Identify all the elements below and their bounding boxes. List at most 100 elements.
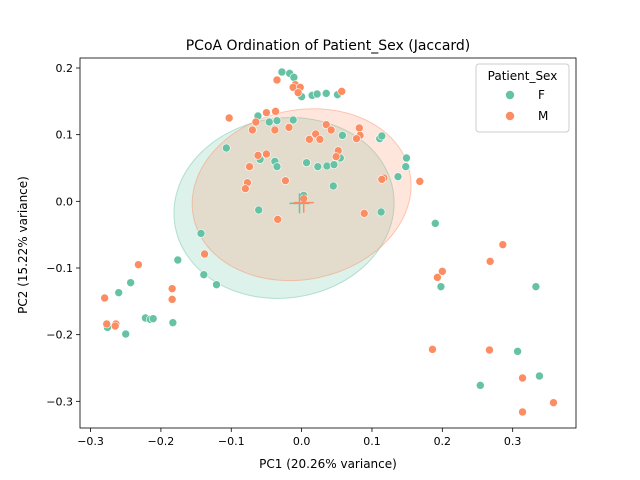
x-tick-label: 0.0 <box>293 435 311 448</box>
data-points <box>100 67 558 417</box>
point-M-23 <box>245 162 254 171</box>
point-M-20 <box>352 134 361 143</box>
y-tick-label: 0.0 <box>56 195 74 208</box>
legend-title: Patient_Sex <box>488 69 558 83</box>
centroid-markers <box>289 192 314 214</box>
point-M-5 <box>337 87 347 96</box>
x-tick-label: 0.2 <box>434 435 452 448</box>
legend-marker-F <box>505 90 515 100</box>
legend-box <box>475 63 570 133</box>
x-tick-label: −0.3 <box>77 435 104 448</box>
point-F-43 <box>148 314 158 323</box>
point-F-20 <box>302 158 311 167</box>
point-M-12 <box>248 125 257 135</box>
point-F-40 <box>531 282 541 291</box>
point-M-17 <box>305 135 314 144</box>
legend-label-M: M <box>538 109 548 123</box>
point-M-41 <box>167 284 177 293</box>
point-M-37 <box>134 260 143 269</box>
point-M-13 <box>270 125 280 135</box>
point-M-11 <box>321 120 331 129</box>
point-F-28 <box>328 181 338 191</box>
y-axis-ticks: −0.3 −0.2 −0.1 0.0 0.1 0.2 <box>46 62 80 408</box>
chart-title: PCoA Ordination of Patient_Sex (Jaccard) <box>186 38 471 54</box>
point-F-2 <box>289 73 299 82</box>
point-M-35 <box>498 240 508 249</box>
point-F-0 <box>277 67 287 77</box>
x-tick-label: −0.1 <box>218 435 245 448</box>
point-F-19 <box>272 162 282 171</box>
point-F-7 <box>321 89 331 98</box>
point-M-3 <box>293 88 303 97</box>
point-F-39 <box>436 282 446 291</box>
x-tick-label: −0.2 <box>148 435 175 448</box>
point-M-10 <box>284 123 294 132</box>
y-tick-label: −0.1 <box>46 262 73 275</box>
x-tick-label: 0.1 <box>363 435 381 448</box>
y-axis-label: PC2 (15.22% variance) <box>16 176 30 314</box>
point-M-31 <box>281 176 290 185</box>
point-M-7 <box>262 108 271 117</box>
y-tick-label: −0.2 <box>46 329 73 342</box>
point-F-23 <box>329 160 339 169</box>
point-F-10 <box>264 117 274 127</box>
point-M-4 <box>272 75 282 85</box>
point-F-44 <box>168 318 178 327</box>
point-F-26 <box>401 162 411 171</box>
point-M-39 <box>438 267 447 276</box>
plot-frame <box>79 57 577 429</box>
point-F-16 <box>377 131 387 141</box>
point-M-43 <box>100 293 109 303</box>
centroid-M <box>293 192 314 213</box>
legend-marker-M <box>505 111 515 121</box>
point-F-25 <box>402 153 411 163</box>
point-M-22 <box>262 149 271 159</box>
point-F-27 <box>393 172 403 181</box>
y-tick-label: 0.2 <box>56 62 74 75</box>
point-F-31 <box>376 207 386 217</box>
point-F-47 <box>513 347 522 356</box>
point-M-32 <box>273 215 282 224</box>
point-M-14 <box>326 125 336 135</box>
point-M-40 <box>433 273 442 282</box>
point-M-15 <box>355 123 364 133</box>
legend: Patient_Sex FM <box>475 63 570 133</box>
point-F-48 <box>535 371 544 381</box>
point-M-6 <box>224 113 234 123</box>
point-M-36 <box>485 257 495 266</box>
point-M-18 <box>315 135 325 144</box>
point-M-48 <box>485 345 494 355</box>
point-M-9 <box>251 117 261 127</box>
point-F-49 <box>476 381 485 390</box>
point-M-34 <box>359 209 369 218</box>
point-F-30 <box>254 205 264 215</box>
point-M-21 <box>253 151 263 160</box>
point-M-47 <box>428 345 437 354</box>
point-F-35 <box>199 270 209 279</box>
point-F-36 <box>212 280 221 289</box>
point-F-21 <box>313 162 323 171</box>
point-M-44 <box>102 319 112 329</box>
point-F-13 <box>222 143 231 153</box>
point-M-50 <box>549 398 558 407</box>
point-M-25 <box>331 152 341 161</box>
point-F-12 <box>288 115 298 125</box>
point-M-42 <box>167 295 177 304</box>
point-M-51 <box>518 407 527 417</box>
x-tick-label: 0.3 <box>504 435 522 448</box>
point-F-38 <box>114 288 123 297</box>
point-F-37 <box>126 278 135 287</box>
point-F-22 <box>322 161 332 171</box>
point-F-6 <box>312 89 322 99</box>
point-M-49 <box>518 373 527 383</box>
point-F-11 <box>272 116 282 125</box>
point-F-33 <box>196 229 206 238</box>
point-F-14 <box>338 131 347 140</box>
point-M-46 <box>110 321 120 331</box>
point-M-38 <box>200 249 209 259</box>
x-axis-ticks: −0.3 −0.2 −0.1 0.0 0.1 0.2 0.3 <box>77 428 521 448</box>
point-F-46 <box>121 329 131 339</box>
y-tick-label: 0.1 <box>56 129 74 142</box>
y-tick-label: −0.3 <box>46 395 73 408</box>
